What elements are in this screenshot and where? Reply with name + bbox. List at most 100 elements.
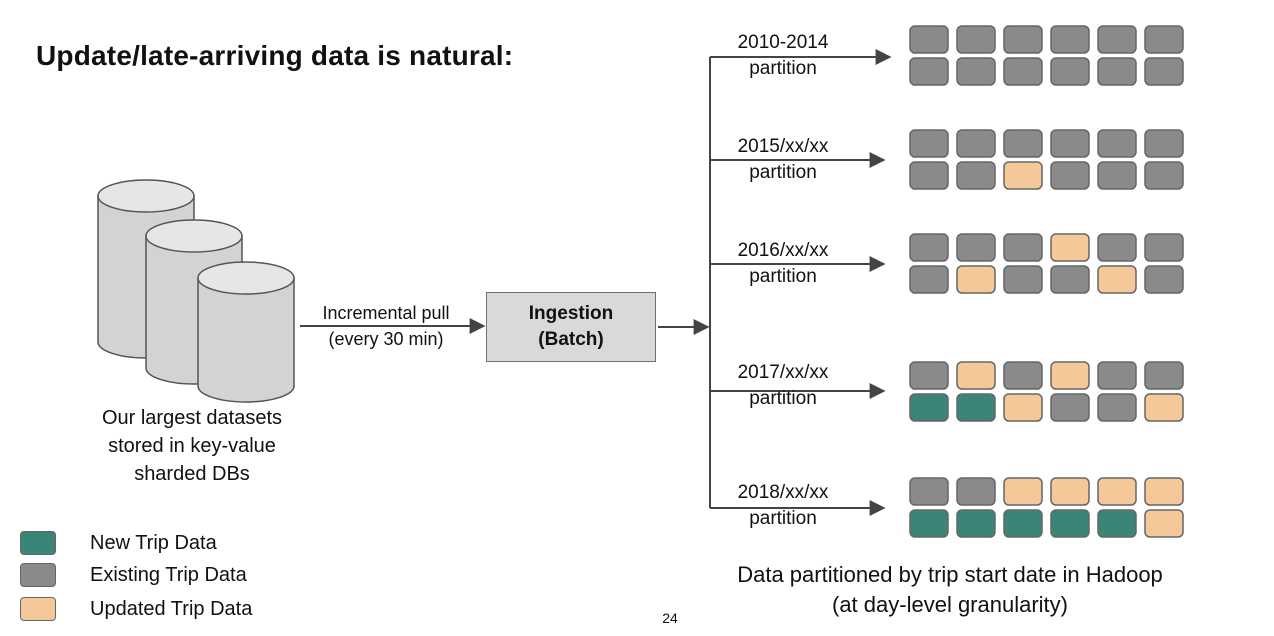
partition-label-line1: 2015/xx/xx	[737, 136, 829, 157]
legend-label: New Trip Data	[90, 531, 217, 554]
trip-data-cell-existing	[956, 57, 996, 86]
trip-data-cell-existing	[1050, 265, 1090, 294]
trip-data-cell-existing	[1003, 129, 1043, 158]
trip-data-cell-existing	[1144, 57, 1184, 86]
trip-data-cell-existing	[956, 129, 996, 158]
trip-data-cell-existing	[909, 265, 949, 294]
page-number: 24	[662, 610, 678, 626]
trip-data-cell-existing	[1144, 129, 1184, 158]
legend-label: Updated Trip Data	[90, 597, 253, 620]
trip-data-cell-existing	[1144, 361, 1184, 390]
partition-label-2015: 2015/xx/xx partition	[708, 134, 858, 186]
trip-data-cell-existing	[1097, 129, 1137, 158]
trip-data-cell-new	[956, 509, 996, 538]
trip-data-cell-existing	[909, 361, 949, 390]
trip-data-cell-updated	[1144, 393, 1184, 422]
partition-label-line1: 2017/xx/xx	[737, 362, 829, 383]
trip-data-cell-updated	[1097, 265, 1137, 294]
partition-label-2017: 2017/xx/xx partition	[708, 360, 858, 412]
trip-data-cell-updated	[1003, 477, 1043, 506]
trip-data-cell-existing	[1097, 25, 1137, 54]
trip-data-cell-existing	[1050, 161, 1090, 190]
trip-data-cell-existing	[1144, 233, 1184, 262]
trip-data-cell-updated	[1144, 509, 1184, 538]
trip-data-cell-existing	[1003, 265, 1043, 294]
trip-data-cell-existing	[909, 161, 949, 190]
trip-data-cell-updated	[1003, 161, 1043, 190]
legend-swatch-existing	[20, 563, 56, 587]
trip-data-cell-existing	[956, 25, 996, 54]
trip-data-cell-new	[956, 393, 996, 422]
trip-data-cell-existing	[1003, 25, 1043, 54]
trip-data-cell-updated	[956, 265, 996, 294]
databases-caption-line: sharded DBs	[134, 463, 250, 485]
trip-data-cell-existing	[1097, 393, 1137, 422]
partition-label-line2: partition	[749, 266, 817, 287]
partition-label-line1: 2018/xx/xx	[737, 482, 829, 503]
partition-label-line1: 2010-2014	[737, 32, 829, 53]
partition-label-line2: partition	[749, 508, 817, 529]
footer-line1: Data partitioned by trip start date in H…	[737, 562, 1163, 587]
footer-line2: (at day-level granularity)	[832, 592, 1068, 617]
trip-data-cell-existing	[1144, 265, 1184, 294]
trip-data-cell-updated	[1003, 393, 1043, 422]
databases-caption-line: stored in key-value	[108, 435, 276, 457]
legend-label: Existing Trip Data	[90, 563, 247, 586]
database-cylinder-front	[197, 261, 295, 403]
trip-data-cell-existing	[1050, 25, 1090, 54]
partition-label-line2: partition	[749, 388, 817, 409]
trip-data-cell-new	[909, 393, 949, 422]
partition-label-2010-2014: 2010-2014 partition	[708, 30, 858, 82]
trip-data-cell-existing	[1097, 57, 1137, 86]
pull-label-line2: (every 30 min)	[328, 329, 444, 349]
trip-data-cell-existing	[1097, 361, 1137, 390]
trip-data-cell-existing	[909, 233, 949, 262]
trip-data-cell-existing	[1003, 233, 1043, 262]
trip-data-cell-existing	[1144, 25, 1184, 54]
trip-data-cell-existing	[956, 477, 996, 506]
trip-data-cell-existing	[909, 57, 949, 86]
legend-item-existing: Existing Trip Data	[20, 561, 247, 589]
legend-swatch-updated	[20, 597, 56, 621]
databases-caption: Our largest datasets stored in key-value…	[60, 404, 324, 488]
trip-data-cell-new	[1003, 509, 1043, 538]
trip-data-cell-existing	[956, 161, 996, 190]
trip-data-cell-new	[909, 509, 949, 538]
legend-item-new: New Trip Data	[20, 529, 217, 557]
partition-label-line2: partition	[749, 58, 817, 79]
ingestion-label-line2: (Batch)	[538, 329, 604, 350]
trip-data-cell-existing	[909, 129, 949, 158]
trip-data-cell-new	[1097, 509, 1137, 538]
partition-label-2018: 2018/xx/xx partition	[708, 480, 858, 532]
ingestion-batch-box: Ingestion (Batch)	[486, 292, 656, 362]
trip-data-cell-existing	[1097, 233, 1137, 262]
trip-data-cell-existing	[909, 477, 949, 506]
databases-caption-line: Our largest datasets	[101, 407, 283, 429]
trip-data-cell-updated	[1144, 477, 1184, 506]
trip-data-cell-existing	[1050, 393, 1090, 422]
legend-item-updated: Updated Trip Data	[20, 595, 252, 623]
trip-data-cell-existing	[909, 25, 949, 54]
trip-data-cell-existing	[1144, 161, 1184, 190]
trip-data-cell-updated	[1050, 233, 1090, 262]
trip-data-cell-updated	[1050, 361, 1090, 390]
partition-label-line1: 2016/xx/xx	[737, 240, 829, 261]
trip-data-cell-updated	[1097, 477, 1137, 506]
trip-data-cell-existing	[956, 233, 996, 262]
trip-data-cell-existing	[1050, 129, 1090, 158]
legend-swatch-new	[20, 531, 56, 555]
trip-data-cell-updated	[956, 361, 996, 390]
pull-label-line1: Incremental pull	[322, 303, 450, 323]
trip-data-cell-existing	[1050, 57, 1090, 86]
partition-label-line2: partition	[749, 162, 817, 183]
ingestion-label-line1: Ingestion	[528, 303, 614, 324]
trip-data-cell-updated	[1050, 477, 1090, 506]
trip-data-cell-existing	[1097, 161, 1137, 190]
trip-data-cell-existing	[1003, 361, 1043, 390]
trip-data-cell-new	[1050, 509, 1090, 538]
partition-label-2016: 2016/xx/xx partition	[708, 238, 858, 290]
page-title: Update/late-arriving data is natural:	[36, 40, 514, 71]
partition-footer-caption: Data partitioned by trip start date in H…	[660, 560, 1240, 620]
incremental-pull-label: Incremental pull (every 30 min)	[296, 300, 476, 352]
